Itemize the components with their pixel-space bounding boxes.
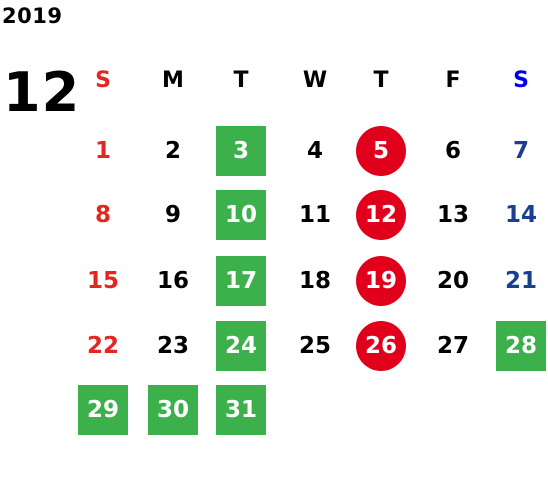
- calendar-day-3[interactable]: 3: [216, 126, 266, 176]
- calendar-day-1[interactable]: 1: [94, 138, 111, 164]
- weekday-header-monday: M: [162, 67, 184, 93]
- calendar-day-2[interactable]: 2: [164, 138, 181, 164]
- calendar-day-4[interactable]: 4: [306, 138, 323, 164]
- calendar-day-5[interactable]: 5: [356, 126, 406, 176]
- calendar-day-19[interactable]: 19: [356, 256, 406, 306]
- calendar-day-17[interactable]: 17: [216, 256, 266, 306]
- weekday-header-saturday: S: [513, 67, 529, 93]
- calendar-day-8[interactable]: 8: [94, 202, 111, 228]
- calendar-day-29[interactable]: 29: [78, 385, 128, 435]
- calendar-day-25[interactable]: 25: [298, 333, 331, 359]
- calendar-day-9[interactable]: 9: [164, 202, 181, 228]
- calendar-day-24[interactable]: 24: [216, 321, 266, 371]
- calendar-day-6[interactable]: 6: [444, 138, 461, 164]
- calendar-day-12[interactable]: 12: [356, 190, 406, 240]
- weekday-header-thursday: T: [373, 67, 389, 93]
- calendar-month: 12: [3, 61, 81, 124]
- calendar-day-31[interactable]: 31: [216, 385, 266, 435]
- calendar-day-23[interactable]: 23: [156, 333, 189, 359]
- calendar-day-11[interactable]: 11: [298, 202, 331, 228]
- calendar-day-27[interactable]: 27: [436, 333, 469, 359]
- calendar-day-13[interactable]: 13: [436, 202, 469, 228]
- calendar-day-30[interactable]: 30: [148, 385, 198, 435]
- weekday-header-wednesday: W: [302, 67, 328, 93]
- calendar-day-21[interactable]: 21: [504, 268, 537, 294]
- calendar-day-22[interactable]: 22: [86, 333, 119, 359]
- calendar-day-28[interactable]: 28: [496, 321, 546, 371]
- calendar-day-15[interactable]: 15: [86, 268, 119, 294]
- weekday-header-friday: F: [445, 67, 461, 93]
- weekday-header-sunday: S: [95, 67, 111, 93]
- calendar-day-7[interactable]: 7: [512, 138, 529, 164]
- calendar-year: 2019: [2, 4, 63, 28]
- calendar-day-14[interactable]: 14: [504, 202, 537, 228]
- weekday-header-tuesday: T: [233, 67, 249, 93]
- calendar-day-20[interactable]: 20: [436, 268, 469, 294]
- calendar-day-16[interactable]: 16: [156, 268, 189, 294]
- calendar-day-10[interactable]: 10: [216, 190, 266, 240]
- calendar-day-18[interactable]: 18: [298, 268, 331, 294]
- calendar-day-26[interactable]: 26: [356, 321, 406, 371]
